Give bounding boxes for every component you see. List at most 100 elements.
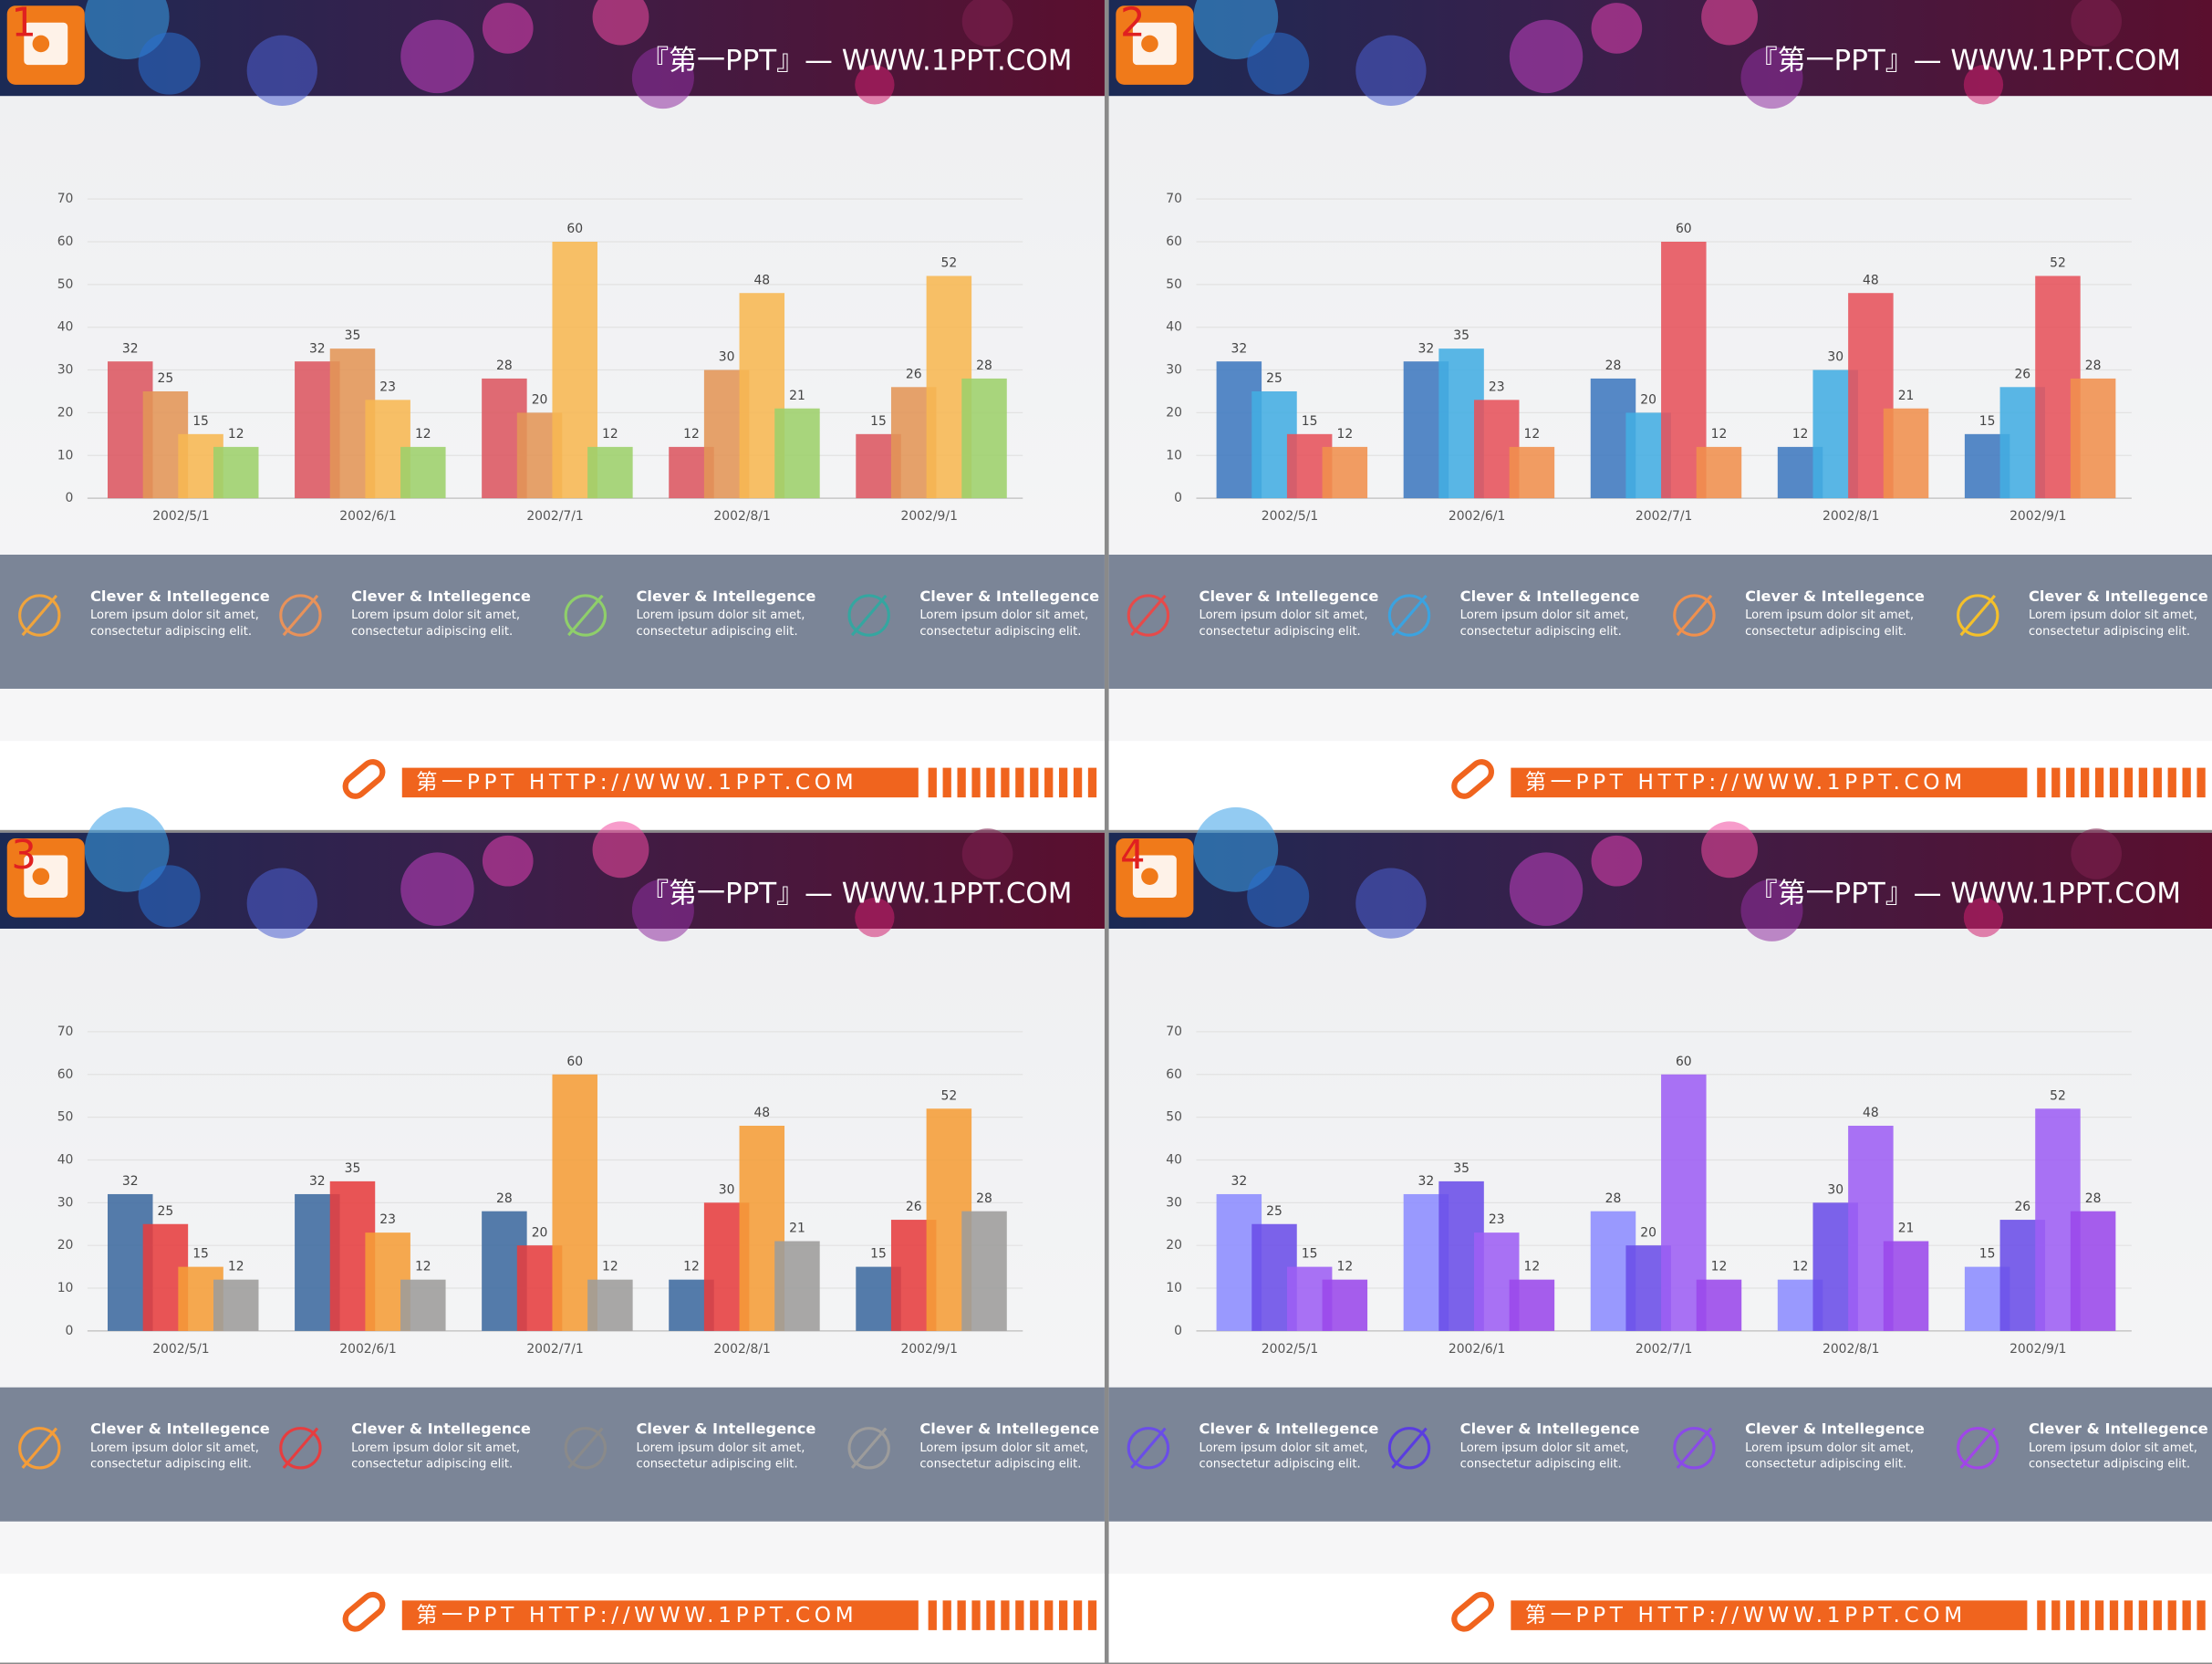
footer-stripe — [1015, 767, 1024, 798]
value-label: 28 — [496, 359, 513, 373]
value-label: 28 — [1605, 359, 1622, 373]
x-tick-label: 2002/5/1 — [152, 1342, 209, 1357]
bar — [961, 1211, 1007, 1331]
feature-band — [1108, 555, 2212, 689]
feature-icon — [1957, 1427, 1999, 1470]
feature-text: consectetur adipiscing elit. — [1199, 625, 1361, 639]
footer-stripe — [2124, 1600, 2134, 1630]
slide-number: 4 — [1120, 833, 1146, 879]
y-tick-label: 60 — [57, 1067, 74, 1082]
footer-stripe — [1087, 1600, 1097, 1630]
feature-text: Lorem ipsum dolor sit amet, — [351, 1441, 520, 1455]
header-bubble — [1591, 835, 1643, 887]
x-tick-label: 2002/5/1 — [1262, 509, 1318, 524]
logo-dot — [32, 35, 50, 53]
feature-icon — [1127, 1427, 1170, 1470]
value-label: 32 — [1231, 341, 1247, 356]
footer-stripe — [2051, 1600, 2061, 1630]
value-label: 20 — [532, 1225, 548, 1240]
feature-icon-stroke — [21, 1427, 58, 1469]
feature-icon-stroke — [21, 594, 58, 637]
header-bubble — [961, 828, 1013, 879]
footer-stripe — [971, 767, 981, 798]
slide-number: 1 — [11, 0, 36, 46]
header-bubble — [138, 32, 201, 95]
header-bubble — [246, 35, 317, 107]
footer-stripe — [957, 1600, 966, 1630]
value-label: 12 — [683, 1260, 700, 1274]
value-label: 60 — [566, 1055, 583, 1069]
bar — [1322, 446, 1368, 499]
bar — [213, 1279, 259, 1331]
footer-stripe — [2167, 1600, 2176, 1630]
value-label: 15 — [1979, 414, 1996, 429]
header-bubble — [1701, 821, 1759, 879]
feature-title: Clever & Intellegence — [1745, 1420, 1925, 1438]
feature-text: Lorem ipsum dolor sit amet, — [2029, 608, 2197, 622]
value-label: 32 — [1418, 1174, 1435, 1189]
value-label: 30 — [719, 1182, 735, 1197]
y-tick-label: 70 — [57, 192, 74, 206]
value-label: 12 — [1524, 427, 1541, 442]
header-text: 『第一PPT』— WWW.1PPT.COM — [640, 877, 1072, 910]
header-bubble — [1963, 897, 2004, 938]
feature-text: consectetur adipiscing elit. — [90, 1458, 252, 1472]
x-tick-label: 2002/9/1 — [900, 509, 957, 524]
feature-text: consectetur adipiscing elit. — [351, 1458, 513, 1472]
feature-title: Clever & Intellegence — [1460, 588, 1640, 605]
header-bubble — [1247, 32, 1310, 95]
footer-stripe — [2138, 767, 2148, 798]
footer-text: 第一PPT HTTP://WWW.1PPT.COM — [1525, 1603, 1967, 1628]
pen-icon — [1451, 759, 1495, 799]
value-label: 28 — [976, 359, 992, 373]
footer-stripe — [2109, 767, 2119, 798]
y-tick-label: 10 — [57, 448, 74, 463]
value-label: 21 — [789, 1222, 805, 1236]
value-label: 21 — [1898, 389, 1915, 403]
value-label: 25 — [1266, 371, 1283, 386]
value-label: 23 — [1489, 1212, 1505, 1227]
feature-title: Clever & Intellegence — [2029, 588, 2208, 605]
footer-stripe — [2124, 767, 2134, 798]
value-label: 60 — [1676, 222, 1692, 236]
logo-dot — [1141, 35, 1158, 53]
footer-stripe — [1030, 767, 1039, 798]
header-bubble — [1355, 35, 1427, 107]
bar — [1322, 1279, 1368, 1331]
feature-icon-stroke — [1959, 594, 1997, 637]
footer-stripe — [2066, 1600, 2075, 1630]
feature-icon — [564, 594, 608, 637]
header-bubble — [592, 0, 649, 46]
footer-stripe — [1073, 767, 1083, 798]
value-label: 28 — [1605, 1191, 1622, 1206]
x-tick-label: 2002/7/1 — [526, 509, 583, 524]
feature-icon — [18, 1427, 61, 1470]
x-tick-label: 2002/9/1 — [900, 1342, 957, 1357]
bar — [1509, 1279, 1555, 1331]
x-tick-label: 2002/9/1 — [2009, 509, 2066, 524]
bar — [961, 378, 1007, 499]
header-bubble — [400, 19, 474, 94]
bar — [1883, 408, 1929, 499]
x-tick-label: 2002/6/1 — [339, 509, 396, 524]
header-bubble — [1963, 65, 2004, 105]
value-label: 12 — [228, 427, 244, 442]
footer-stripe — [971, 1600, 981, 1630]
header-bubble — [1591, 3, 1643, 54]
y-tick-label: 0 — [66, 491, 74, 505]
feature-text: Lorem ipsum dolor sit amet, — [1199, 1441, 1368, 1455]
feature-icon — [1127, 594, 1170, 637]
header-bubble — [84, 806, 170, 892]
value-label: 60 — [566, 222, 583, 236]
slide: 1 『第一PPT』— WWW.1PPT.COM 0 10 20 30 40 50 60 70 200… — [0, 0, 1105, 830]
footer-bar — [401, 1600, 919, 1630]
footer-stripe — [2182, 767, 2191, 798]
value-label: 12 — [683, 427, 700, 442]
value-label: 21 — [789, 389, 805, 403]
footer-stripe — [2066, 767, 2075, 798]
feature-title: Clever & Intellegence — [1199, 1420, 1379, 1438]
feature-text: Lorem ipsum dolor sit amet, — [1460, 1441, 1629, 1455]
value-label: 26 — [2014, 1200, 2030, 1214]
logo-dot — [32, 868, 50, 886]
y-tick-label: 40 — [1166, 320, 1182, 335]
